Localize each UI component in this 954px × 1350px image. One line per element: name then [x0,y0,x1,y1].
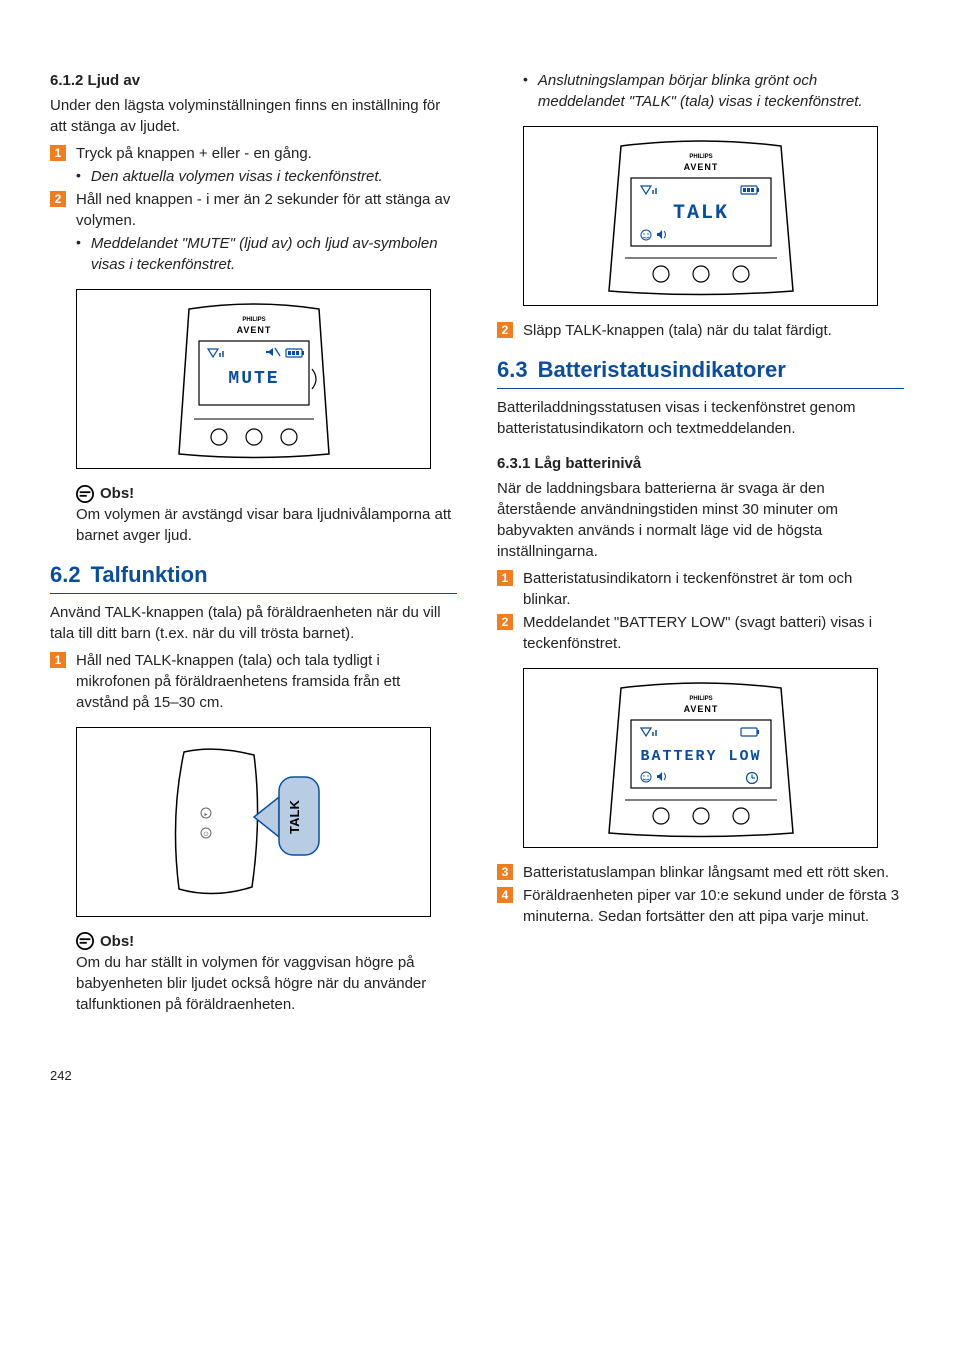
note-label: Obs! [100,931,134,952]
svg-text:⏻: ⏻ [203,831,208,838]
intro-6-3: Batteriladdningsstatusen visas i teckenf… [497,397,904,439]
step-text: Håll ned TALK-knappen (tala) och tala ty… [76,650,457,713]
note-text: Om volymen är avstängd visar bara ljudni… [76,504,457,546]
device-talk-svg: PHILIPS AVENT TALK [581,136,821,296]
bullet-text: Meddelandet "MUTE" (ljud av) och ljud av… [91,233,457,275]
section-num: 6.2 [50,560,81,591]
battery-icon [741,186,759,194]
figure-talk-lcd: PHILIPS AVENT TALK [523,126,878,306]
bullet-dot-icon: • [523,70,528,90]
figure-battery-low: PHILIPS AVENT BATTERY LOW [523,668,878,848]
brand-sub-label: AVENT [683,162,718,172]
lcd-text: TALK [672,202,728,225]
svg-text:▸: ▸ [204,812,207,818]
heading-6-3-1: 6.3.1 Låg batterinivå [497,453,904,474]
mute-speaker-icon [266,348,280,356]
heading-6-1-2: 6.1.2 Ljud av [50,70,457,91]
step-text: Föräldraenheten piper var 10:e sekund un… [523,885,904,927]
step-badge-1: 1 [50,145,66,161]
brand-sub-label: AVENT [236,325,271,335]
device-mute-svg: PHILIPS AVENT [154,299,354,459]
note-block: Obs! Om du har ställt in volymen för vag… [50,931,457,1015]
bullet-text: Anslutningslampan börjar blinka grönt oc… [538,70,904,112]
device-battlow-svg: PHILIPS AVENT BATTERY LOW [581,678,821,838]
figure-talk-button: ▸ ⏻ TALK [76,727,431,917]
step-badge-1: 1 [50,652,66,668]
step-badge-4: 4 [497,887,513,903]
sound-icon [657,230,666,239]
left-column: 6.1.2 Ljud av Under den lägsta volyminst… [50,70,457,1027]
section-num: 6.3 [497,355,528,386]
note-header: Obs! [76,483,457,504]
step-row: 2 Håll ned knappen - i mer än 2 sekunder… [50,189,457,231]
intro-6-3-1: När de laddningsbara batterierna är svag… [497,478,904,562]
figure-mute-device: PHILIPS AVENT [76,289,431,469]
intro-6-1-2: Under den lägsta volyminställningen finn… [50,95,457,137]
battery-empty-icon [741,728,759,736]
note-header: Obs! [76,931,457,952]
note-block: Obs! Om volymen är avstängd visar bara l… [50,483,457,546]
intro-6-2: Använd TALK-knappen (tala) på föräldraen… [50,602,457,644]
bullet-dot-icon: • [76,233,81,253]
lcd-text: MUTE [228,369,279,389]
two-column-layout: 6.1.2 Ljud av Under den lägsta volyminst… [50,70,904,1027]
step-text: Tryck på knappen + eller - en gång. [76,143,457,164]
note-icon [76,485,94,503]
step-badge-2: 2 [50,191,66,207]
step-row: 1 Tryck på knappen + eller - en gång. [50,143,457,164]
step-badge-3: 3 [497,864,513,880]
step-text: Meddelandet "BATTERY LOW" (svagt batteri… [523,612,904,654]
clock-icon [746,772,757,783]
step-row: 2 Släpp TALK-knappen (tala) när du talat… [497,320,904,341]
right-column: • Anslutningslampan börjar blinka grönt … [497,70,904,1027]
signal-icon [208,349,223,357]
step-row: 1 Batteristatusindikatorn i teckenfönstr… [497,568,904,610]
note-label: Obs! [100,483,134,504]
step-text: Batteristatusindikatorn i teckenfönstret… [523,568,904,610]
section-label: Talfunktion [91,560,208,591]
bullet-row: • Anslutningslampan börjar blinka grönt … [497,70,904,112]
step-row: 3 Batteristatuslampan blinkar långsamt m… [497,862,904,883]
brand-label: PHILIPS [242,317,265,323]
note-icon [76,932,94,950]
talk-label: TALK [287,799,302,833]
step-text: Släpp TALK-knappen (tala) när du talat f… [523,320,904,341]
bullet-row: • Meddelandet "MUTE" (ljud av) och ljud … [50,233,457,275]
lcd-text: BATTERY LOW [640,748,761,765]
step-row: 1 Håll ned TALK-knappen (tala) och tala … [50,650,457,713]
bullet-row: • Den aktuella volymen visas i teckenfön… [50,166,457,187]
step-row: 2 Meddelandet "BATTERY LOW" (svagt batte… [497,612,904,654]
bullet-text: Den aktuella volymen visas i teckenfönst… [91,166,457,187]
note-text: Om du har ställt in volymen för vaggvisa… [76,952,457,1015]
brand-label: PHILIPS [689,696,712,702]
section-6-2-title: 6.2 Talfunktion [50,560,457,594]
face-icon [641,772,651,782]
page-number: 242 [50,1067,904,1085]
step-text: Batteristatuslampan blinkar långsamt med… [523,862,904,883]
section-label: Batteristatusindikatorer [538,355,786,386]
battery-icon [286,349,304,357]
step-badge-2: 2 [497,614,513,630]
step-badge-2: 2 [497,322,513,338]
brand-label: PHILIPS [689,154,712,160]
step-row: 4 Föräldraenheten piper var 10:e sekund … [497,885,904,927]
sound-icon [657,772,666,781]
bullet-dot-icon: • [76,166,81,186]
brand-sub-label: AVENT [683,704,718,714]
step-badge-1: 1 [497,570,513,586]
section-6-3-title: 6.3 Batteristatusindikatorer [497,355,904,389]
signal-icon [641,728,656,736]
signal-icon [641,186,656,194]
talk-diagram-svg: ▸ ⏻ TALK [124,737,384,907]
step-text: Håll ned knappen - i mer än 2 sekunder f… [76,189,457,231]
face-icon [641,230,651,240]
